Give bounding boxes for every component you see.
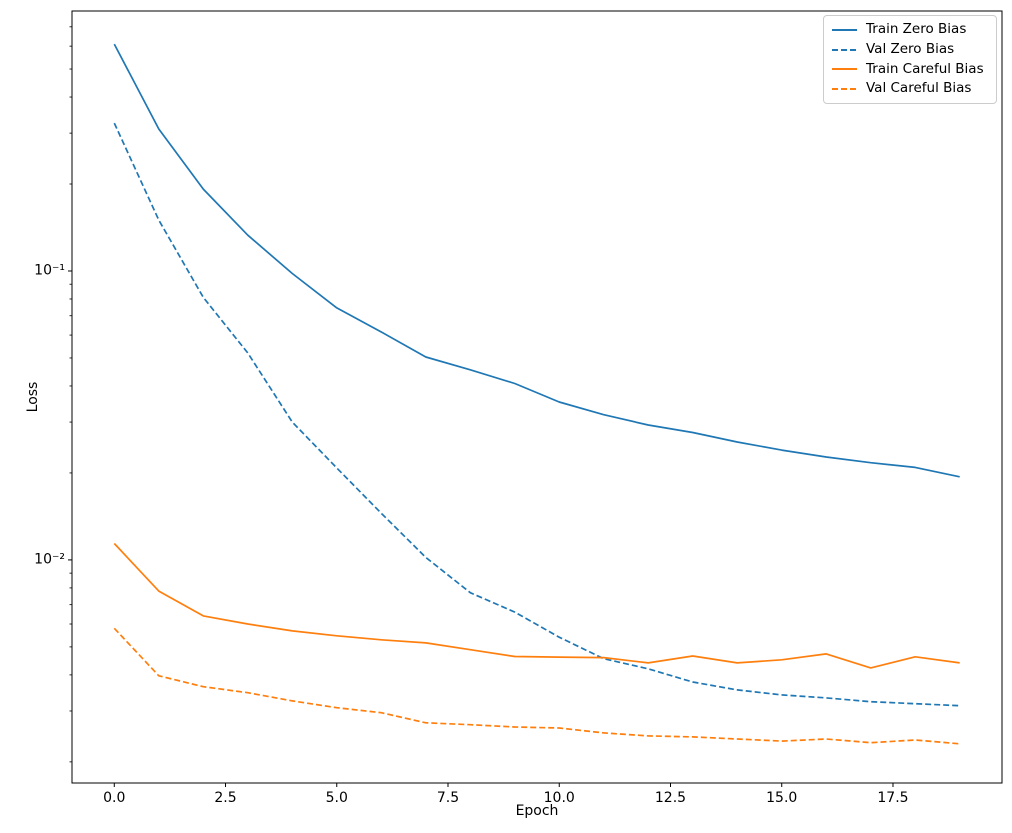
legend-label: Train Zero Bias bbox=[866, 21, 967, 38]
y-tick-label: 10⁻² bbox=[34, 551, 65, 568]
legend-row: Train Zero Bias bbox=[832, 20, 988, 40]
legend-row: Val Careful Bias bbox=[832, 79, 988, 99]
legend-row: Val Zero Bias bbox=[832, 40, 988, 60]
x-tick-label: 0.0 bbox=[103, 790, 126, 806]
legend-label: Train Careful Bias bbox=[866, 60, 984, 77]
series-line-val-careful-bias bbox=[113, 627, 960, 745]
x-tick-label: 15.0 bbox=[766, 790, 798, 806]
x-tick-label: 5.0 bbox=[325, 790, 348, 806]
y-axis-label: Loss bbox=[25, 381, 41, 413]
legend-dashed-line-icon bbox=[832, 48, 857, 51]
series-line-train-zero-bias bbox=[113, 43, 960, 478]
legend-solid-line-icon bbox=[832, 28, 857, 31]
series-line-val-zero-bias bbox=[113, 122, 960, 707]
legend-row: Train Careful Bias bbox=[832, 60, 988, 80]
legend: Train Zero Bias Val Zero Bias Train Carefu… bbox=[823, 15, 997, 104]
legend-dashed-line-icon bbox=[832, 88, 857, 91]
axes-frame bbox=[71, 10, 1003, 784]
legend-solid-line-icon bbox=[832, 68, 857, 71]
series-line-train-careful-bias bbox=[113, 542, 960, 669]
x-tick-label: 17.5 bbox=[877, 790, 909, 806]
x-tick-label: 12.5 bbox=[654, 790, 687, 806]
legend-label: Val Zero Bias bbox=[866, 40, 955, 57]
legend-label: Val Careful Bias bbox=[866, 80, 972, 97]
x-tick-label: 7.5 bbox=[436, 790, 460, 806]
x-axis-label: Epoch bbox=[515, 803, 559, 819]
y-tick-label: 10⁻¹ bbox=[34, 262, 65, 279]
x-tick-label: 2.5 bbox=[214, 790, 237, 806]
x-tick-label: 10.0 bbox=[543, 790, 575, 806]
